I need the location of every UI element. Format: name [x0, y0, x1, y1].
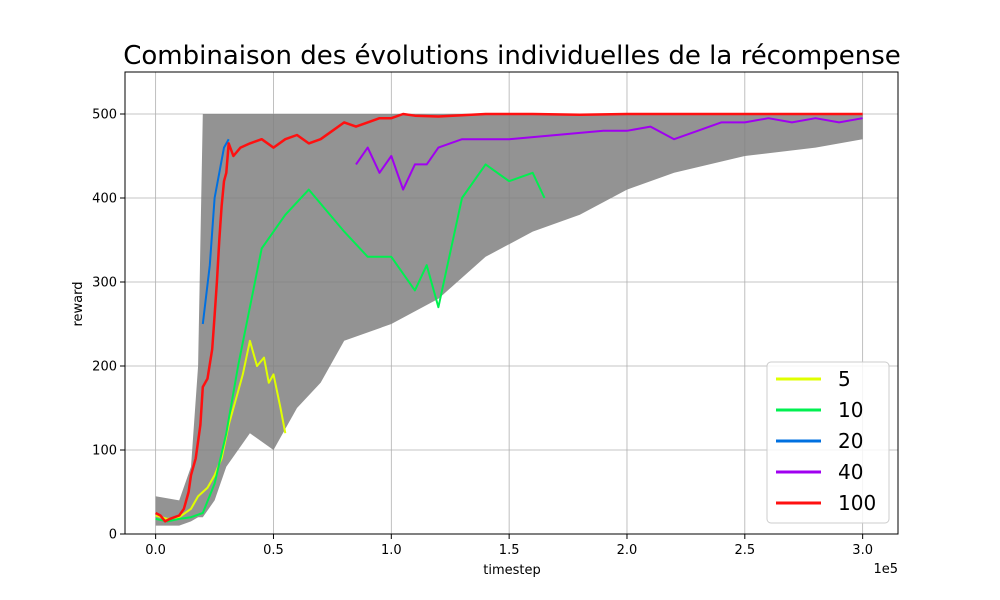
x-axis-multiplier: 1e5	[873, 562, 898, 577]
x-tick-label: 0.0	[145, 543, 166, 558]
series-line-5	[155, 339, 287, 520]
y-tick-label: 100	[92, 444, 117, 459]
x-tick-label: 1.0	[381, 543, 402, 558]
chart-title: Combinaison des évolutions individuelles…	[123, 41, 901, 71]
y-tick-label: 400	[92, 192, 117, 207]
series-line-40	[355, 117, 863, 191]
axis-ticks: 0.0 0.5 1.0 1.5 2.0 2.5 3.0 0 100 200 300 400 500	[92, 108, 873, 559]
plot-frame	[124, 71, 899, 535]
x-tick-label: 1.5	[499, 543, 520, 558]
series-line-10	[155, 163, 546, 523]
legend-label-10: 10	[838, 398, 863, 422]
y-tick-label: 200	[92, 360, 117, 375]
series-line-100	[155, 112, 863, 523]
legend-label-100: 100	[838, 491, 876, 515]
y-tick-label: 500	[92, 108, 117, 123]
y-axis-label: reward	[71, 281, 86, 326]
x-tick-label: 2.5	[734, 543, 755, 558]
x-axis-label: timestep	[483, 563, 541, 578]
legend-label-40: 40	[838, 460, 863, 484]
series-lines	[155, 112, 863, 523]
series-line-20	[201, 138, 230, 325]
x-tick-label: 2.0	[617, 543, 638, 558]
legend-label-20: 20	[838, 429, 863, 453]
y-tick-label: 0	[109, 528, 117, 543]
x-tick-label: 3.0	[852, 543, 873, 558]
legend: 5 10 20 40 100	[766, 361, 890, 524]
legend-box	[766, 361, 890, 524]
y-tick-label: 300	[92, 276, 117, 291]
legend-label-5: 5	[838, 367, 851, 391]
x-tick-label: 0.5	[263, 543, 284, 558]
